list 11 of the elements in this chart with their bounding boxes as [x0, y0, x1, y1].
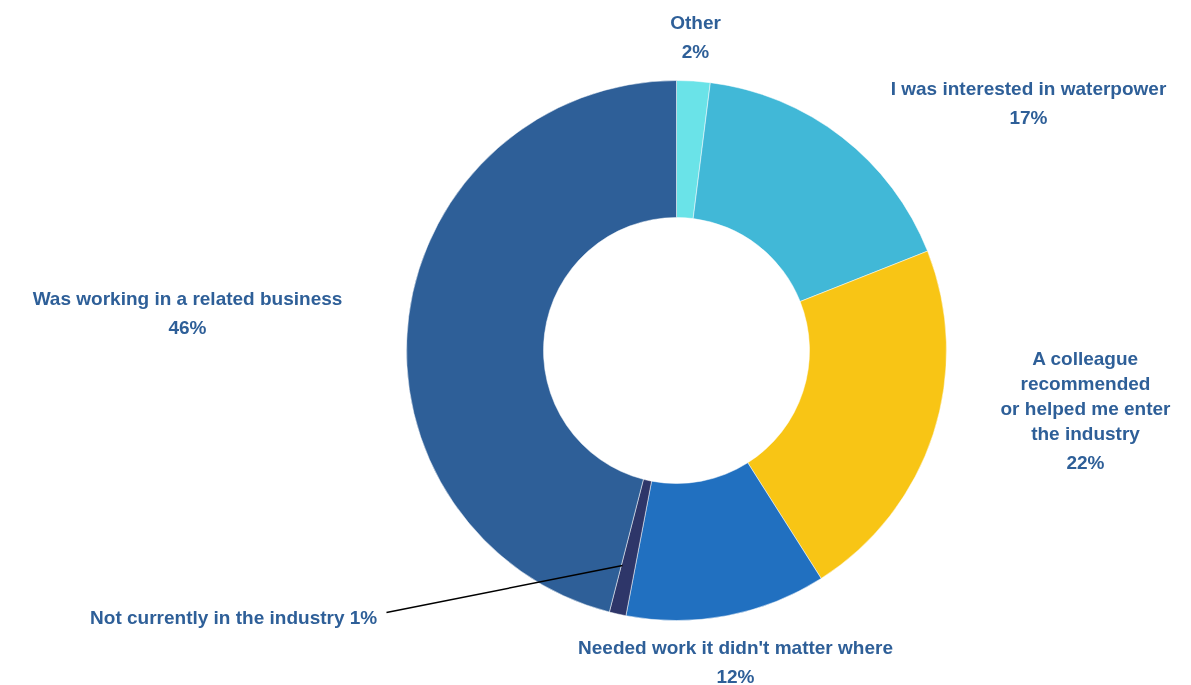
data-label: 22% [1066, 452, 1105, 473]
data-label: 17% [1009, 107, 1048, 128]
slice-label: Needed work it didn't matter where [578, 637, 893, 658]
data-label: 2% [681, 41, 710, 62]
slice-label: Not currently in the industry 1% [90, 607, 378, 628]
data-label: 12% [716, 666, 755, 685]
slice-label: Was working in a related business [32, 288, 343, 309]
slice-label: A colleague recommended or helped me enter the industry [1000, 348, 1172, 444]
slice-label: I was interested in waterpower [890, 78, 1167, 99]
slice-label: Other [670, 12, 722, 33]
data-label: 46% [168, 317, 207, 338]
